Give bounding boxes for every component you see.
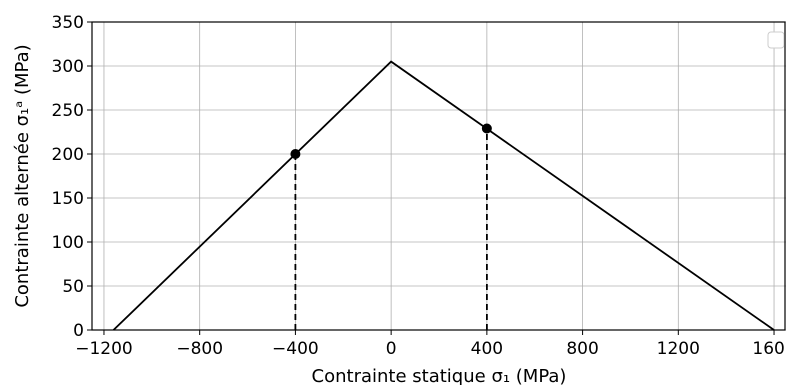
x-tick-label: −400 xyxy=(272,339,319,359)
grid xyxy=(92,21,786,331)
data-point xyxy=(290,149,301,159)
envelope-line xyxy=(112,60,775,331)
points-layer xyxy=(290,123,492,159)
y-tick-label: 50 xyxy=(62,277,84,297)
y-axis-ticks: 0 50 100 150 200 250 300 350 xyxy=(52,13,92,341)
y-tick-label: 0 xyxy=(73,321,84,341)
x-tick-label: 0 xyxy=(386,339,397,359)
x-tick-label: 1200 xyxy=(657,339,700,359)
x-tick-label: −1200 xyxy=(75,339,133,359)
series-layer xyxy=(112,60,775,331)
y-tick-label: 350 xyxy=(52,13,84,33)
x-tick-label: −800 xyxy=(176,339,223,359)
x-axis-label: Contrainte statique σ₁ (MPa) xyxy=(312,366,567,385)
y-axis-label: Contrainte alternée σ₁ᵃ (MPa) xyxy=(12,44,33,307)
y-tick-label: 200 xyxy=(52,145,84,165)
x-tick-label: 800 xyxy=(566,339,598,359)
x-tick-label: 400 xyxy=(471,339,503,359)
data-point xyxy=(481,123,492,134)
y-tick-label: 250 xyxy=(52,101,84,121)
plot-frame xyxy=(91,21,786,331)
y-tick-label: 100 xyxy=(52,233,84,253)
legend-box xyxy=(767,31,785,49)
y-tick-label: 300 xyxy=(52,57,84,77)
y-tick-label: 150 xyxy=(52,189,84,209)
